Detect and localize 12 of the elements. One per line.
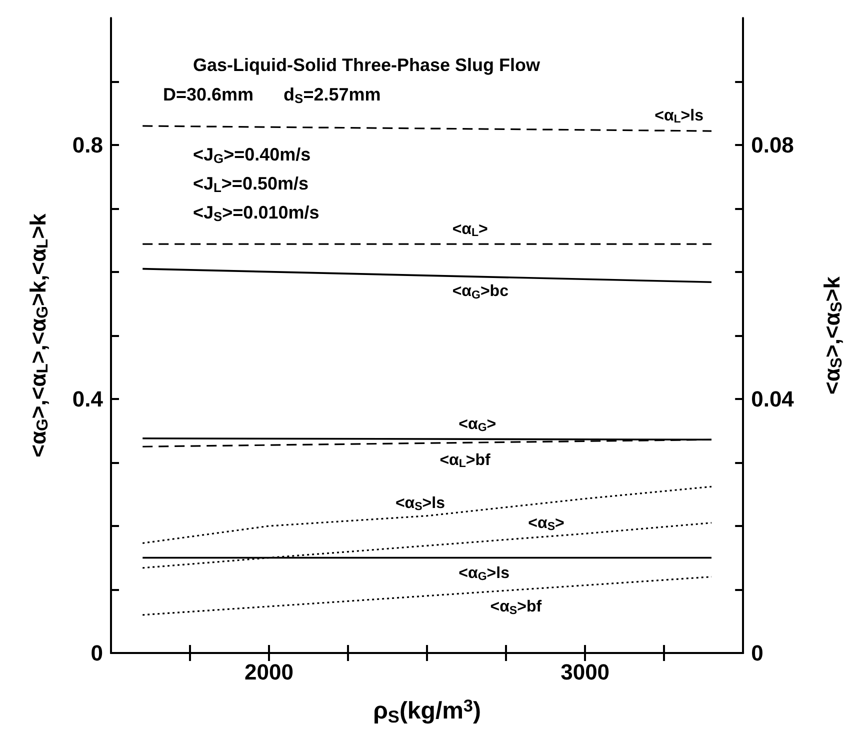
y-tick-label: 0.4 bbox=[72, 386, 104, 412]
y-tick-label: 0.8 bbox=[72, 132, 103, 158]
y2-tick-label: 0.04 bbox=[751, 386, 795, 412]
text: <αG>,<αL>,<αG>k,<αL>k bbox=[26, 214, 52, 458]
x-tick-label: 3000 bbox=[560, 660, 610, 684]
x-tick-label: 2000 bbox=[244, 660, 294, 684]
y-tick-label: 0 bbox=[90, 640, 103, 666]
y2-axis-title: <αS>,<αS>k bbox=[820, 276, 846, 394]
text: Gas-Liquid-Solid Three-Phase Slug Flow bbox=[193, 55, 542, 75]
y2-tick-label: 0 bbox=[751, 640, 764, 666]
y2-tick-label: 0.08 bbox=[751, 132, 794, 158]
line-series bbox=[142, 486, 712, 544]
